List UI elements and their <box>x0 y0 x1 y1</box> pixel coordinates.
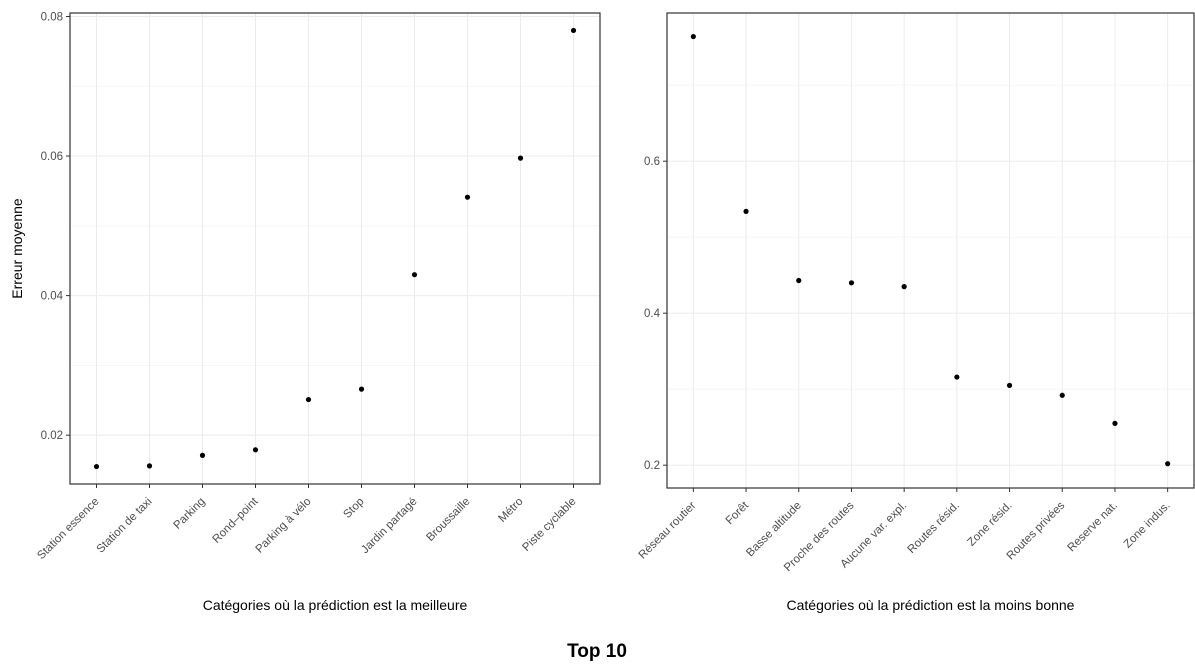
data-point <box>901 284 907 290</box>
main-title: Top 10 <box>567 641 627 662</box>
y-tick-label: 0.06 <box>41 151 63 163</box>
x-tick-label: Rond–point <box>211 495 262 546</box>
data-point <box>305 396 312 403</box>
panel-border <box>666 12 1195 489</box>
data-point <box>1165 461 1171 467</box>
x-tick-label: Zone indus. <box>1122 500 1173 551</box>
data-point <box>358 386 365 392</box>
x-tick-label: Basse altitude <box>744 500 804 560</box>
x-tick-label: Réseau routier <box>637 500 699 562</box>
y-tick-label: 0.4 <box>644 308 661 320</box>
y-tick-label: 0.02 <box>41 430 63 442</box>
data-point <box>743 208 749 214</box>
x-tick-label: Parking à vélo <box>254 496 314 556</box>
y-tick-label: 0.04 <box>41 291 64 303</box>
y-axis-label: Erreur moyenne <box>9 198 25 299</box>
data-point <box>411 272 418 278</box>
x-tick-label: Station de taxi <box>95 496 155 556</box>
x-tick-label: Routes résid. <box>906 500 962 556</box>
x-tick-label: Stop <box>341 496 366 521</box>
x-tick-label: Station essence <box>35 496 101 562</box>
panel-border <box>69 12 601 485</box>
data-point <box>954 374 960 380</box>
data-point <box>93 463 100 470</box>
data-point <box>464 194 471 200</box>
data-point <box>146 463 153 469</box>
x-tick-label: Parking <box>172 496 208 532</box>
x-tick-label: Forêt <box>724 499 752 527</box>
data-point <box>796 277 802 284</box>
x-tick-label: Routes privées <box>1005 499 1068 562</box>
data-point <box>517 155 524 161</box>
data-point <box>1059 392 1065 398</box>
data-point <box>199 452 206 458</box>
x-tick-label: Piste cyclable <box>520 496 578 554</box>
y-tick-label: 0.6 <box>644 156 660 168</box>
y-tick-label: 0.08 <box>41 11 63 23</box>
data-point <box>1006 382 1013 388</box>
data-point <box>570 27 577 34</box>
x-tick-label: Broussaille <box>424 496 472 544</box>
x-tick-label: Zone résid. <box>966 500 1015 549</box>
data-point <box>848 280 855 286</box>
data-point <box>1112 420 1118 426</box>
x-axis-label: Catégories où la prédiction est la meill… <box>203 597 468 613</box>
x-axis-label: Catégories où la prédiction est la moins… <box>787 597 1075 613</box>
y-tick-label: 0.2 <box>644 460 660 472</box>
x-tick-label: Reserve nat. <box>1065 500 1120 555</box>
x-tick-label: Métro <box>496 496 525 525</box>
data-point <box>690 33 696 40</box>
x-tick-label: Jardin partagé <box>359 496 419 556</box>
data-point <box>252 447 259 453</box>
